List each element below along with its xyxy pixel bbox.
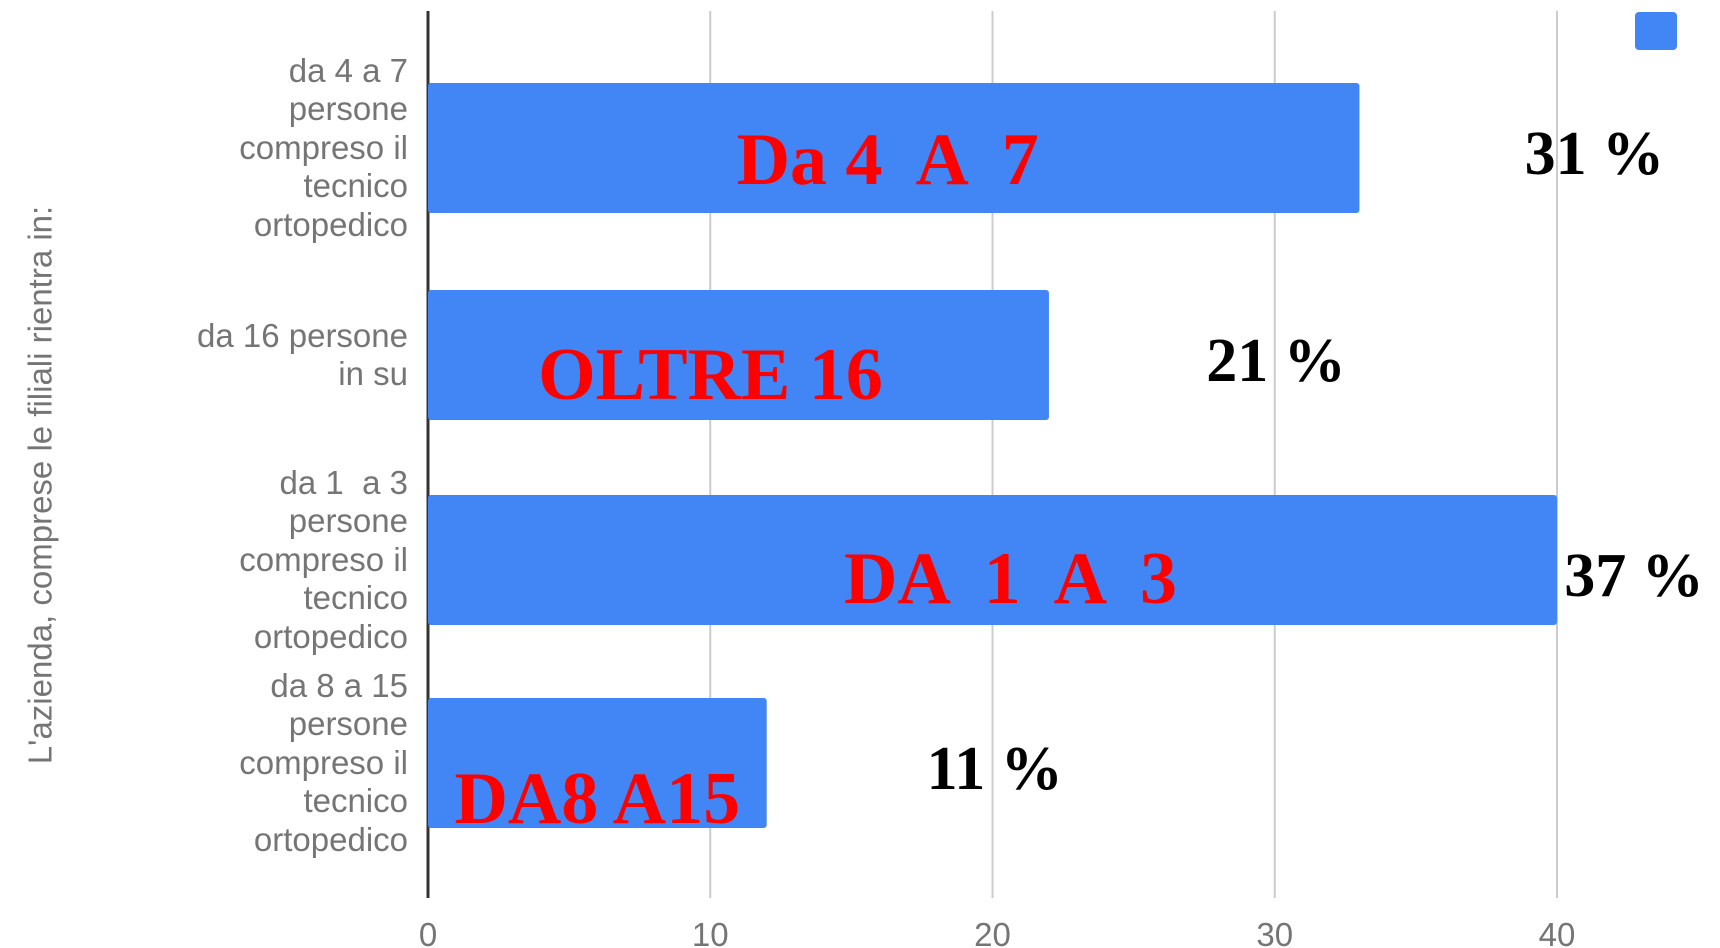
y-tick-label: da 4 a 7 [288, 51, 408, 89]
bar [428, 290, 1049, 420]
bar [428, 83, 1360, 213]
y-tick-label: tecnico [303, 167, 408, 205]
percent-annotation: 31 % [1524, 120, 1665, 188]
x-tick-label: 0 [418, 916, 438, 948]
legend-swatch [1635, 12, 1677, 50]
percent-annotation: 21 % [1206, 327, 1346, 395]
percent-annotation: 37 % [1564, 542, 1704, 610]
x-tick-label: 40 [1538, 916, 1576, 948]
y-tick-label: ortopedico [253, 617, 408, 655]
y-tick-label: tecnico [303, 579, 408, 617]
y-tick-label: persone [288, 90, 408, 128]
x-tick-label: 20 [974, 916, 1011, 948]
bar-annotation: DA8 A15 [454, 758, 741, 840]
y-tick-label: ortopedico [253, 820, 408, 858]
y-tick-label: compreso il [239, 540, 408, 578]
y-tick-label: da 8 a 15 [270, 666, 408, 704]
x-tick-label: 10 [691, 916, 729, 948]
bar-annotation: DA 1 A 3 [843, 538, 1178, 620]
y-tick-label: compreso il [239, 128, 408, 166]
bar [428, 698, 767, 828]
y-tick-label: persone [288, 502, 408, 540]
y-tick-label: ortopedico [253, 205, 408, 243]
y-tick-label: da 16 persone [196, 316, 408, 354]
y-axis-title: L'azienda, comprese le filiali rientra i… [21, 205, 59, 765]
percent-annotation: 11 % [926, 735, 1063, 803]
y-tick-label: tecnico [303, 782, 408, 820]
bar [428, 495, 1557, 625]
x-tick-label: 30 [1256, 916, 1294, 948]
y-tick-label: compreso il [239, 743, 408, 781]
y-tick-label: persone [288, 705, 408, 743]
y-tick-label: in su [338, 355, 408, 392]
y-tick-label: da 1 a 3 [279, 463, 408, 501]
bar-annotation: Da 4 A 7 [736, 119, 1039, 201]
bar-annotation: OLTRE 16 [538, 334, 883, 416]
